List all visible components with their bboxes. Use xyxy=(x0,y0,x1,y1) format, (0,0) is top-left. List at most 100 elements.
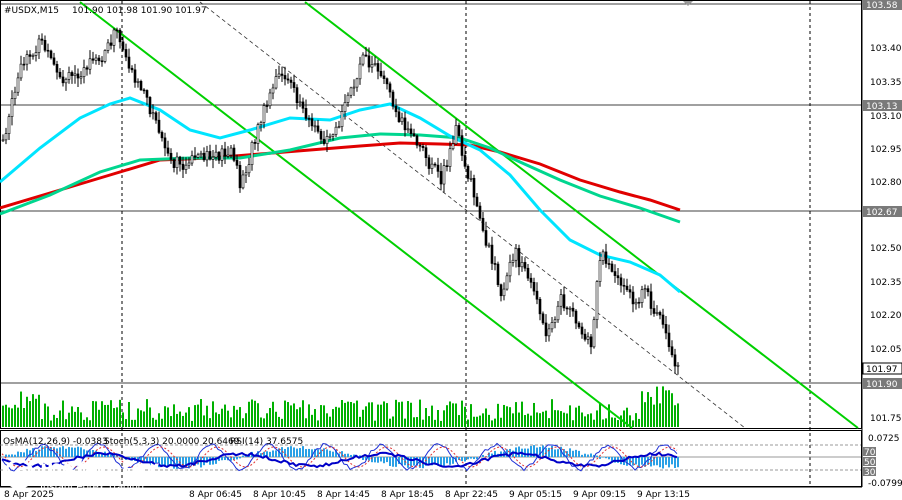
candle-body xyxy=(658,312,662,316)
candle-body xyxy=(142,89,146,92)
osma-bar xyxy=(602,457,604,458)
volume-bar xyxy=(563,412,565,427)
volume-bar xyxy=(407,401,409,427)
volume-bar xyxy=(191,420,193,427)
candle-body xyxy=(424,147,428,158)
volume-bar xyxy=(671,393,673,427)
volume-bar xyxy=(236,409,238,427)
osma-bar xyxy=(182,457,184,468)
candle-body xyxy=(91,58,95,61)
volume-bar xyxy=(23,408,25,427)
volume-bar xyxy=(365,406,367,427)
candle-body xyxy=(547,328,551,337)
volume-bar xyxy=(488,414,490,427)
main-plot-area[interactable] xyxy=(0,0,862,429)
osma-bar xyxy=(65,448,67,457)
volume-bar xyxy=(329,416,331,427)
volume-bar xyxy=(611,417,613,427)
candle-body xyxy=(574,310,578,324)
time-tick: 8 Apr 14:45 xyxy=(317,490,370,500)
volume-bar xyxy=(545,410,547,427)
volume-bar xyxy=(377,404,379,427)
volume-bar xyxy=(452,403,454,427)
candle-body xyxy=(310,118,314,127)
osma-bar xyxy=(266,451,268,457)
time-tick: 8 Apr 06:45 xyxy=(189,490,242,500)
osma-bar xyxy=(563,449,565,457)
volume-bar xyxy=(239,407,241,427)
volume-bar xyxy=(5,404,7,427)
volume-bar xyxy=(512,413,514,427)
volume-bar xyxy=(398,402,400,427)
osma-bar xyxy=(365,457,367,460)
osma-bar xyxy=(347,453,349,457)
volume-bar xyxy=(635,413,637,427)
osma-bar xyxy=(458,457,460,460)
chart-shift-marker-icon[interactable] xyxy=(683,1,693,6)
time-tick: 8 Apr 10:45 xyxy=(253,490,306,500)
time-axis[interactable]: 8 Apr 2025 8 Apr 06:45 8 Apr 10:45 8 Apr… xyxy=(0,486,862,500)
candle-body xyxy=(232,147,236,161)
candle-body xyxy=(613,271,617,276)
osma-bar xyxy=(656,457,658,466)
candle-body xyxy=(226,154,230,157)
osma-bar xyxy=(119,456,121,457)
osma-bar xyxy=(83,449,85,457)
volume-bar xyxy=(101,401,103,427)
volume-bar xyxy=(218,414,220,427)
volume-bar xyxy=(533,402,535,427)
volume-bar xyxy=(656,386,658,427)
osma-bar xyxy=(146,457,148,463)
volume-bar xyxy=(425,408,427,427)
volume-bar xyxy=(320,405,322,427)
volume-bar xyxy=(422,419,424,427)
volume-bar xyxy=(527,413,529,427)
volume-bar xyxy=(506,406,508,427)
volume-bar xyxy=(404,418,406,427)
candle-body xyxy=(373,63,377,65)
candle-body xyxy=(127,56,131,69)
candle-body xyxy=(538,298,542,315)
candle-body xyxy=(19,63,23,79)
osma-bar xyxy=(317,449,319,457)
candle-body xyxy=(235,160,239,166)
candle-body xyxy=(100,60,104,63)
candle-body xyxy=(76,73,80,79)
candle-body xyxy=(454,125,458,145)
candle-body xyxy=(508,261,512,277)
volume-bar xyxy=(623,410,625,427)
candle-body xyxy=(109,42,113,46)
volume-bar xyxy=(650,396,652,427)
candle-body xyxy=(511,259,515,263)
volume-bar xyxy=(179,411,181,427)
candle-body xyxy=(349,87,353,96)
candle-body xyxy=(73,73,77,76)
candlesticks[interactable] xyxy=(1,27,680,375)
instaforex-logo-icon xyxy=(4,459,34,489)
volume-bar xyxy=(227,410,229,427)
volume-bar xyxy=(203,415,205,427)
price-tick: 103.10 xyxy=(870,112,902,122)
osma-bar xyxy=(590,453,592,457)
candle-body xyxy=(43,39,47,51)
volume-bar xyxy=(338,407,340,427)
price-tick: 103.35 xyxy=(870,78,902,88)
volume-bar xyxy=(197,404,199,427)
osma-bar xyxy=(47,446,49,457)
candle-body xyxy=(55,63,59,73)
volume-bar xyxy=(164,406,166,427)
osma-bar xyxy=(662,457,664,469)
candle-body xyxy=(370,64,374,68)
osma-bar xyxy=(428,457,430,465)
candle-body xyxy=(463,155,467,167)
candle-body xyxy=(316,125,320,132)
volume-bar xyxy=(476,416,478,427)
volume-bar xyxy=(116,407,118,427)
candle-body xyxy=(493,263,497,265)
price-axis[interactable]: 103.40 103.35 103.10 102.95 102.80 102.5… xyxy=(861,0,902,489)
candle-body xyxy=(130,67,134,71)
candle-body xyxy=(475,196,479,207)
osma-bar xyxy=(206,457,208,463)
volume-bar xyxy=(47,406,49,427)
